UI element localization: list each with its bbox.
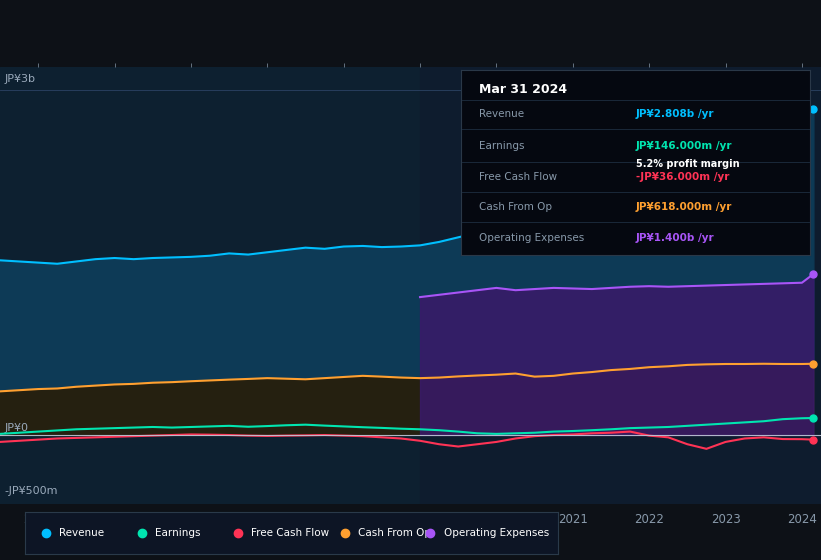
Text: JP¥146.000m /yr: JP¥146.000m /yr xyxy=(636,141,732,151)
Text: Earnings: Earnings xyxy=(479,141,525,151)
Text: Cash From Op: Cash From Op xyxy=(479,202,552,212)
Text: JP¥0: JP¥0 xyxy=(4,423,28,433)
Text: Free Cash Flow: Free Cash Flow xyxy=(251,529,329,538)
Text: Earnings: Earnings xyxy=(155,529,201,538)
Text: JP¥2.808b /yr: JP¥2.808b /yr xyxy=(636,109,714,119)
Text: Revenue: Revenue xyxy=(479,109,524,119)
Text: Revenue: Revenue xyxy=(59,529,104,538)
Text: Operating Expenses: Operating Expenses xyxy=(479,233,584,243)
Text: JP¥618.000m /yr: JP¥618.000m /yr xyxy=(636,202,732,212)
Text: 5.2% profit margin: 5.2% profit margin xyxy=(636,159,740,169)
Bar xyxy=(420,67,821,504)
Text: JP¥3b: JP¥3b xyxy=(4,74,35,85)
Text: Mar 31 2024: Mar 31 2024 xyxy=(479,83,567,96)
Text: -JP¥500m: -JP¥500m xyxy=(4,486,57,496)
Text: Free Cash Flow: Free Cash Flow xyxy=(479,172,557,182)
Text: Cash From Op: Cash From Op xyxy=(358,529,431,538)
Bar xyxy=(0,67,420,504)
Text: Operating Expenses: Operating Expenses xyxy=(443,529,548,538)
Text: JP¥1.400b /yr: JP¥1.400b /yr xyxy=(636,233,714,243)
Text: -JP¥36.000m /yr: -JP¥36.000m /yr xyxy=(636,172,729,182)
